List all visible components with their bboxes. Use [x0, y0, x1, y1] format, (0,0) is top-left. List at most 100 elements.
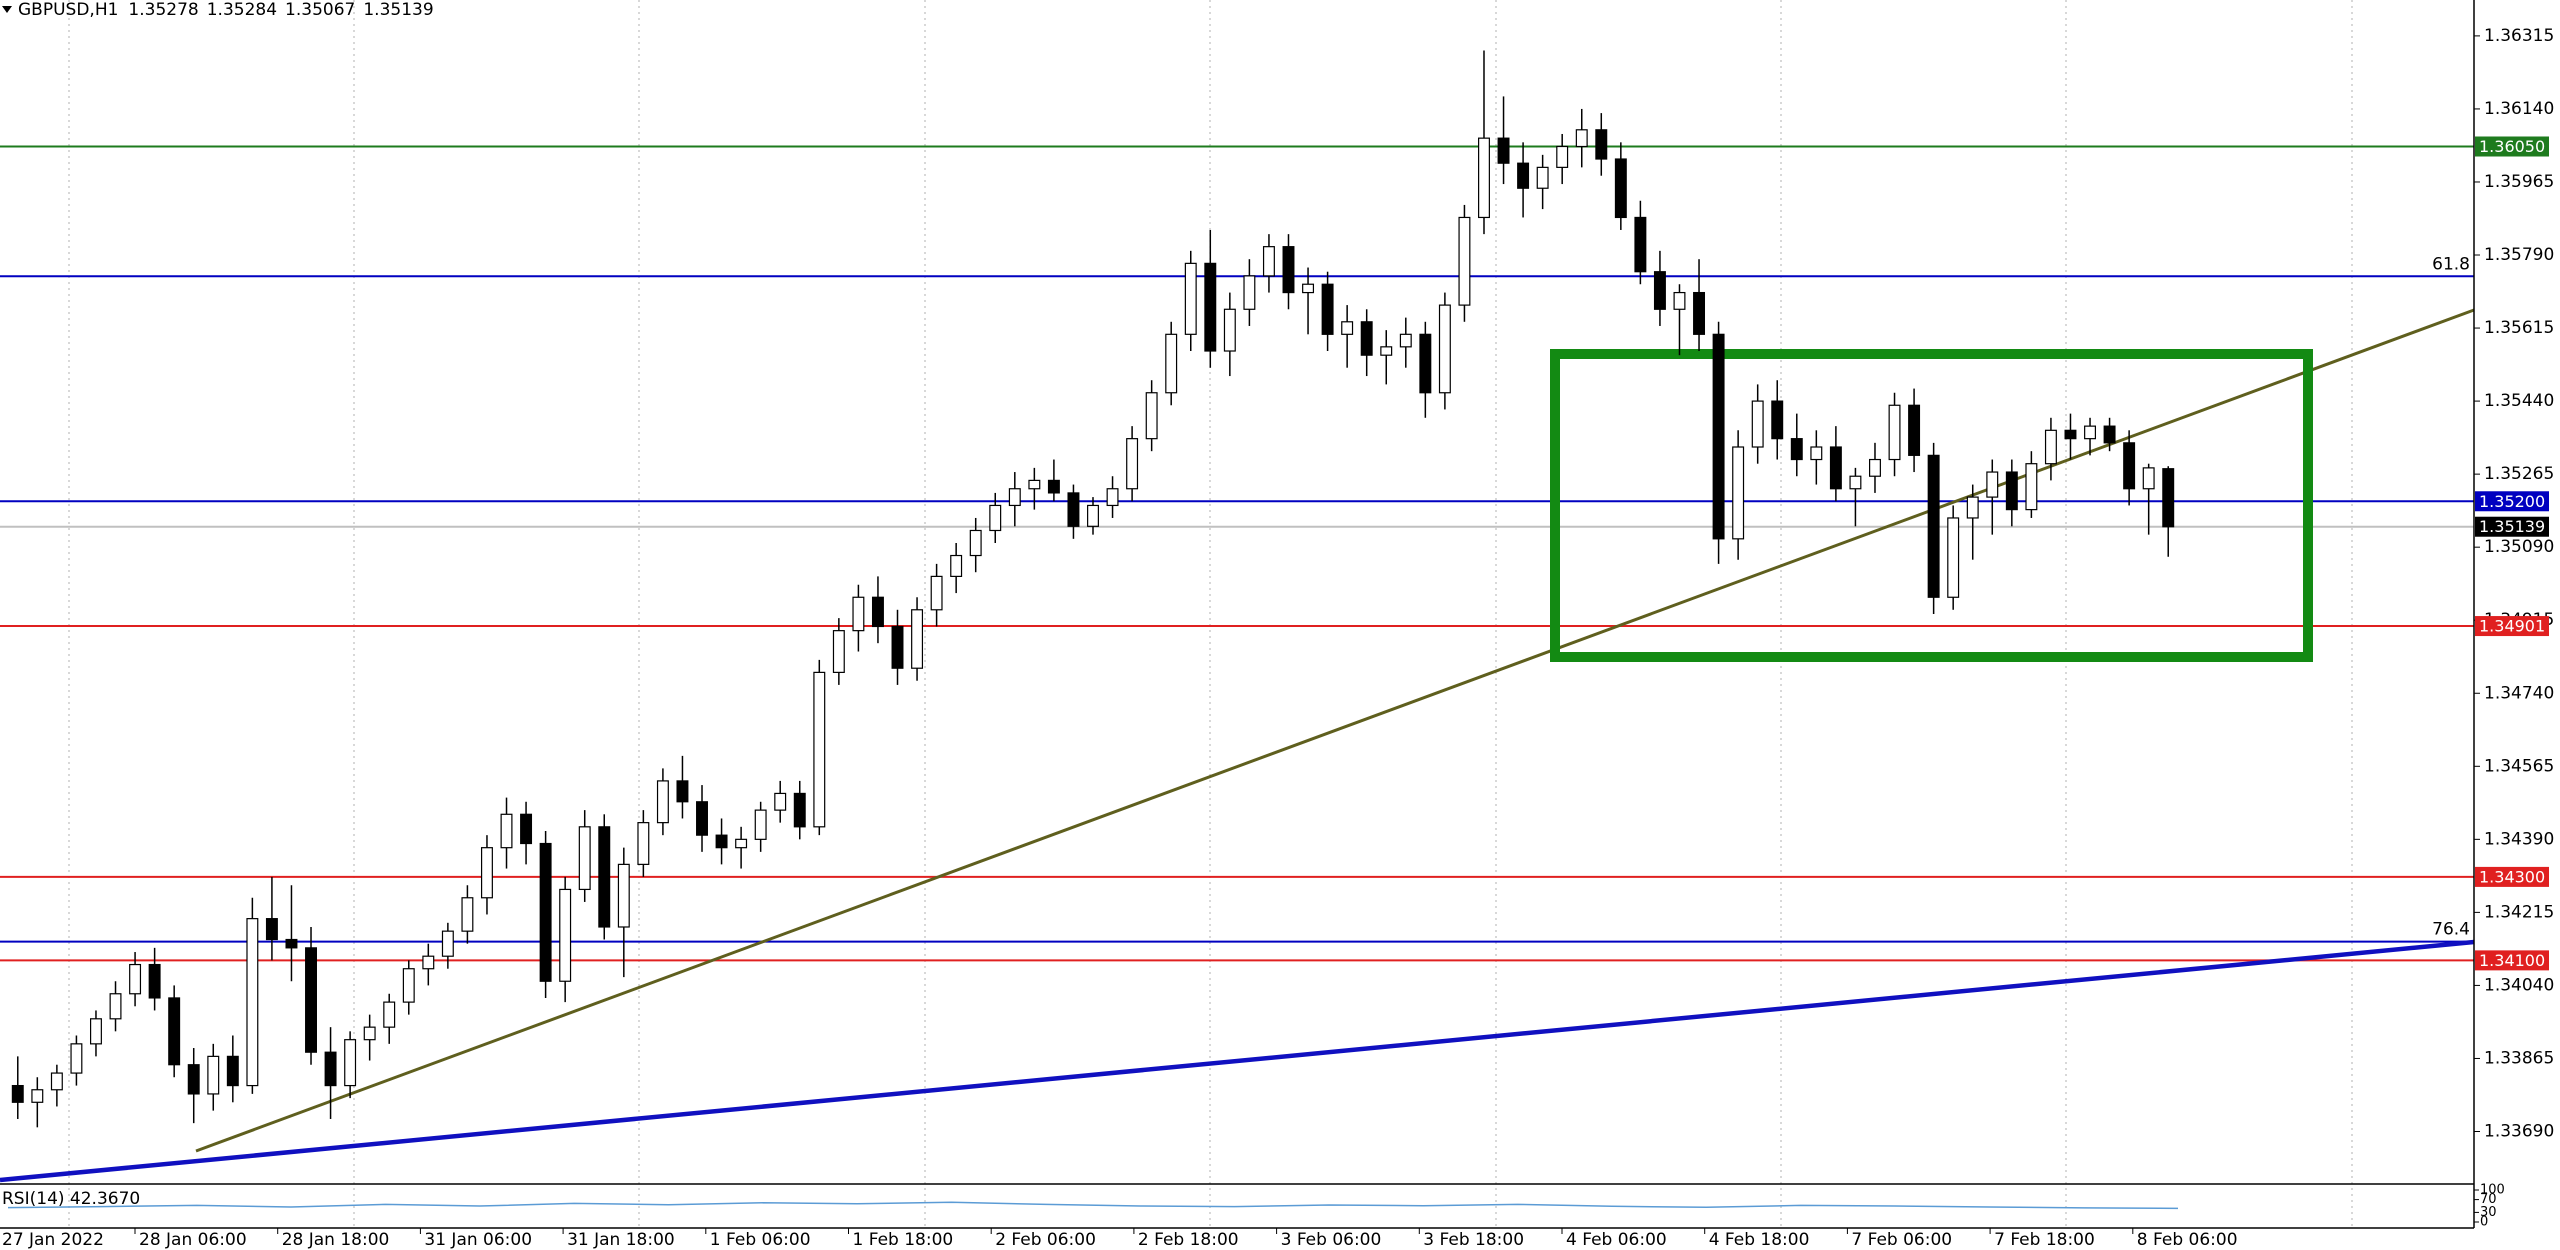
x-tick-label: 31 Jan 06:00 [424, 1230, 532, 1250]
candle-body [1634, 216, 1647, 273]
candle-body [1790, 438, 1803, 461]
candle-body [1673, 291, 1686, 310]
rsi-tick-label: 100 [2480, 1183, 2505, 1198]
candle-body [735, 838, 748, 849]
candle-body [1614, 158, 1627, 219]
rsi-tick-label: 30 [2480, 1205, 2497, 1220]
candle-body [441, 930, 454, 957]
candle-body [1478, 137, 1490, 219]
candle-body [324, 1051, 337, 1087]
candle-body [89, 1018, 102, 1045]
candle-body [1399, 333, 1412, 348]
axes: 1.36315 1.36140 1.35965 1.35790 1.35615 1.354… [2, 26, 2554, 1250]
candle-body [1380, 346, 1393, 356]
candle-body [1497, 137, 1510, 164]
candle-body [50, 1072, 63, 1091]
candle-body [168, 997, 181, 1066]
candle-body [793, 792, 806, 828]
candle-body [1595, 129, 1608, 160]
candle-body [2025, 463, 2038, 511]
x-tick-label: 4 Feb 06:00 [1566, 1230, 1667, 1250]
level-tag [2475, 616, 2549, 637]
candle-body [696, 801, 708, 836]
y-tick-label: 1.35265 [2484, 464, 2554, 484]
level-tag [2475, 866, 2549, 887]
candle-body [1028, 479, 1041, 490]
candle-body [1751, 400, 1764, 448]
candle-body [402, 968, 415, 1003]
candle-body [226, 1055, 239, 1087]
candle-body [1653, 271, 1666, 310]
candle-body [871, 596, 884, 628]
y-tick-label: 1.35440 [2484, 391, 2554, 411]
frame [0, 0, 2475, 1229]
fib-label: 61.8 [2432, 254, 2470, 274]
candle-body [1243, 275, 1256, 310]
candle-body [2123, 442, 2136, 490]
candle-body [246, 918, 259, 1087]
candle-body [1223, 308, 1236, 352]
candle-body [1693, 291, 1706, 335]
candle-body [31, 1089, 44, 1103]
candle-body [617, 863, 630, 928]
candle-body [539, 842, 552, 982]
candle-body [637, 822, 650, 865]
candle-body [1282, 246, 1295, 294]
candle-body [1008, 488, 1021, 507]
candle-body [2044, 429, 2057, 465]
candle-body [813, 671, 826, 828]
candle-body [1517, 162, 1530, 189]
candle-body [1321, 283, 1334, 335]
candles [11, 50, 2175, 1128]
fib-label: 76.4 [2432, 920, 2470, 940]
candle-body [1966, 496, 1979, 519]
close: 1.35139 [363, 0, 433, 20]
candle-body [1067, 492, 1080, 527]
candle-body [11, 1084, 24, 1103]
low: 1.35067 [285, 0, 355, 20]
candle-body [1126, 438, 1139, 490]
candle-body [1458, 216, 1471, 306]
menu-arrow[interactable] [2, 6, 12, 13]
candle-body [1947, 517, 1960, 598]
candle-body [2005, 471, 2018, 511]
candle-body [285, 938, 298, 949]
candle-body [1204, 262, 1217, 352]
candle-body [1184, 262, 1197, 335]
candle-body [109, 993, 122, 1020]
chart-title: GBPUSD,H1 1.35278 1.35284 1.35067 1.35139 [18, 0, 434, 20]
trend-line [0, 939, 2475, 1183]
x-tick-label: 3 Feb 06:00 [1281, 1230, 1382, 1250]
candle-body [1888, 404, 1901, 461]
x-tick-label: 4 Feb 18:00 [1709, 1230, 1810, 1250]
candle-body [344, 1039, 357, 1087]
x-tick-label: 2 Feb 18:00 [1138, 1230, 1239, 1250]
x-tick-label: 1 Feb 06:00 [710, 1230, 811, 1250]
trend-line [195, 308, 2475, 1153]
drawings [0, 308, 2475, 1183]
candle-body [911, 609, 924, 669]
candle-body [1810, 446, 1823, 461]
candle-body [148, 963, 161, 999]
candle-body [1087, 504, 1099, 527]
rsi-tick-label: 0 [2480, 1215, 2488, 1230]
y-tick-label: 1.34040 [2484, 975, 2554, 995]
y-tick-label: 1.35965 [2484, 172, 2554, 192]
x-tick-label: 28 Jan 06:00 [139, 1230, 247, 1250]
candle-body [2084, 425, 2097, 440]
candle-body [1771, 400, 1784, 440]
candle-body [2162, 468, 2175, 528]
rsi-label: RSI(14) 42.3670 [2, 1189, 140, 1209]
candle-body [2103, 425, 2116, 444]
candle-body [969, 529, 982, 557]
candle-body [1908, 404, 1921, 456]
levels: 61.8 76.4 [0, 145, 2474, 962]
x-tick-label: 31 Jan 18:00 [567, 1230, 675, 1250]
level-tag-label: 1.34100 [2479, 951, 2545, 970]
candle-body [1575, 129, 1588, 148]
candle-body [1927, 454, 1940, 598]
candle-body [852, 596, 865, 632]
level-tag-label: 1.35200 [2479, 492, 2545, 511]
